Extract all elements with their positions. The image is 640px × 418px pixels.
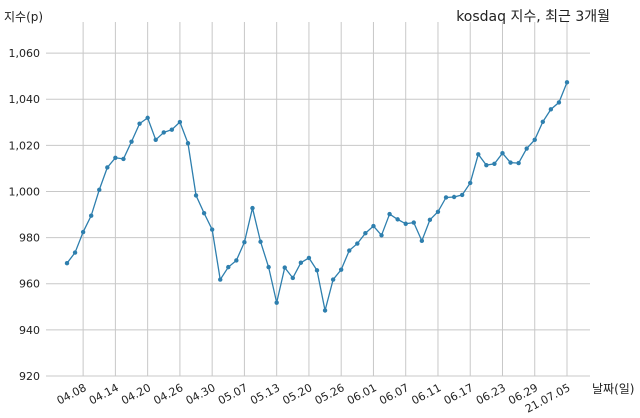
- data-point: [193, 193, 199, 198]
- x-tick-label: 05.07: [216, 381, 250, 407]
- y-tick-label: 980: [19, 232, 40, 245]
- data-point: [64, 261, 70, 266]
- y-tick-label: 1,020: [9, 139, 41, 152]
- y-tick-label: 920: [19, 370, 40, 383]
- x-tick-label: 06.07: [377, 381, 411, 407]
- data-point: [459, 192, 465, 198]
- data-point: [250, 205, 255, 211]
- data-point: [234, 258, 239, 263]
- data-point: [387, 211, 392, 217]
- data-point: [484, 162, 489, 168]
- data-point: [137, 121, 142, 126]
- data-point: [113, 155, 118, 160]
- data-point: [145, 115, 150, 121]
- x-tick-label: 04.20: [119, 381, 153, 407]
- y-tick-label: 940: [19, 324, 40, 337]
- data-point: [105, 165, 110, 170]
- x-tick-label: 05.26: [313, 381, 347, 407]
- data-point: [524, 146, 529, 151]
- data-point: [338, 267, 344, 272]
- data-point: [266, 264, 271, 270]
- data-point: [298, 260, 304, 265]
- x-tick-label: 06.17: [442, 381, 476, 407]
- data-point: [411, 220, 416, 225]
- data-point: [242, 240, 247, 245]
- y-tick-label: 1,000: [9, 185, 41, 198]
- x-tick-label: 04.26: [151, 381, 185, 407]
- data-point: [419, 238, 425, 244]
- x-axis-label: 날짜(일): [592, 382, 635, 396]
- y-tick-label: 960: [19, 278, 40, 291]
- data-point: [274, 300, 279, 305]
- data-point: [371, 223, 376, 229]
- x-tick-label: 06.23: [474, 381, 508, 407]
- data-points: [64, 80, 570, 313]
- index-line: [66, 82, 568, 311]
- data-point: [508, 160, 513, 165]
- y-axis-label: 지수(p): [4, 10, 44, 24]
- data-point: [201, 210, 207, 216]
- data-point: [395, 217, 400, 222]
- data-point: [363, 231, 368, 236]
- chart-title: kosdaq 지수, 최근 3개월: [456, 9, 610, 25]
- data-point: [226, 264, 231, 270]
- data-point: [209, 227, 215, 232]
- data-point: [129, 139, 134, 144]
- x-tick-label: 06.01: [345, 381, 379, 407]
- data-point: [347, 248, 352, 253]
- x-tick-label: 04.30: [184, 381, 218, 407]
- data-point: [121, 156, 126, 162]
- data-point: [258, 239, 263, 244]
- data-point: [282, 265, 287, 270]
- data-point: [476, 152, 481, 157]
- data-point: [185, 141, 191, 146]
- grid-lines: [46, 22, 590, 377]
- data-point: [468, 180, 473, 186]
- data-point: [322, 308, 328, 313]
- data-point: [314, 268, 320, 273]
- data-point: [564, 80, 570, 85]
- data-point: [177, 119, 183, 125]
- data-point: [355, 241, 360, 246]
- data-point: [516, 160, 521, 166]
- data-point: [435, 209, 441, 214]
- data-point: [540, 119, 546, 125]
- data-point: [492, 161, 497, 166]
- data-point: [532, 137, 537, 142]
- data-point: [451, 194, 457, 200]
- x-tick-label: 04.08: [55, 381, 89, 407]
- data-point: [97, 187, 102, 193]
- data-point: [169, 127, 175, 132]
- x-tick-label: 05.13: [248, 381, 282, 407]
- data-point: [330, 277, 336, 282]
- data-point: [218, 277, 223, 282]
- data-point: [161, 130, 166, 135]
- x-tick-label: 06.11: [409, 381, 443, 407]
- y-tick-label: 1,060: [9, 47, 41, 60]
- data-point: [72, 250, 78, 255]
- data-point: [548, 107, 554, 112]
- data-point: [403, 221, 408, 226]
- data-point: [153, 137, 158, 142]
- y-axis-ticks: 920 940 960 980 1,000 1,020 1,040 1,060: [9, 47, 41, 383]
- x-tick-label: 04.14: [87, 381, 121, 407]
- data-point: [379, 233, 384, 238]
- data-point: [556, 100, 562, 105]
- data-point: [306, 255, 312, 261]
- x-tick-label: 05.20: [280, 381, 314, 407]
- data-point: [290, 275, 296, 281]
- y-tick-label: 1,040: [9, 93, 41, 106]
- data-point: [443, 195, 449, 200]
- x-axis-ticks: 04.0804.1404.2004.2604.3005.0705.1305.20…: [55, 381, 573, 415]
- data-point: [500, 150, 505, 156]
- data-point: [88, 213, 94, 218]
- data-point: [80, 229, 86, 235]
- data-point: [427, 217, 433, 223]
